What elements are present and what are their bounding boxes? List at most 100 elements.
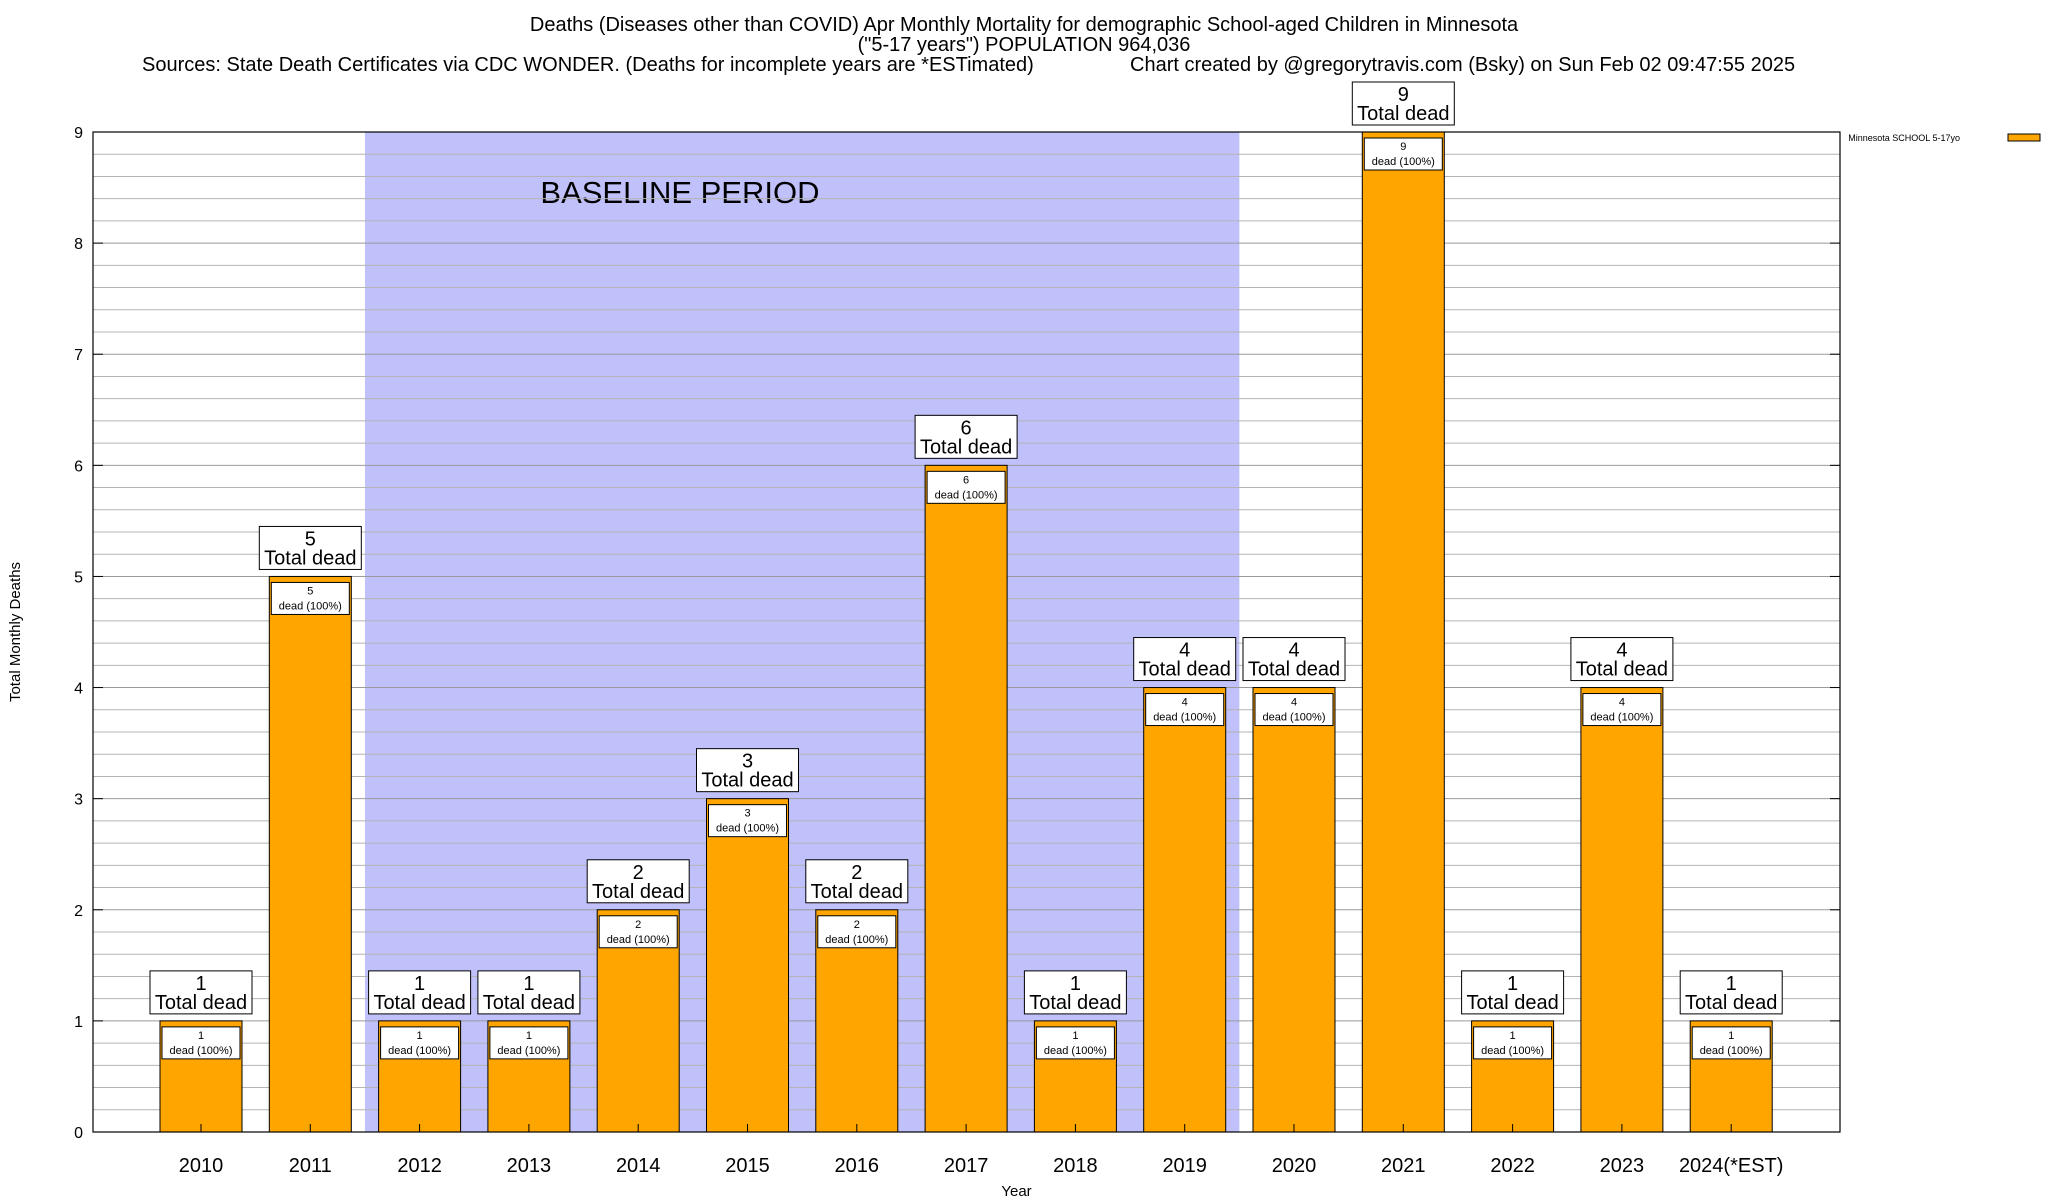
total-text-label: Total dead <box>701 770 793 792</box>
y-axis-label: Total Monthly Deaths <box>7 562 24 702</box>
chart-sources: Sources: State Death Certificates via CD… <box>142 54 1034 76</box>
segment-value-label: 1 <box>1072 1030 1078 1042</box>
x-tick-label: 2014 <box>616 1155 661 1177</box>
total-text-label: Total dead <box>1029 992 1121 1014</box>
x-axis-label: Year <box>1001 1183 1031 1200</box>
segment-label-box <box>1145 693 1225 727</box>
segment-pct-label: dead (100%) <box>716 823 779 835</box>
bar <box>1580 687 1664 1133</box>
segment-value-label: 4 <box>1619 697 1625 709</box>
segment-value-label: 6 <box>963 474 969 486</box>
segment-value-label: 1 <box>198 1030 204 1042</box>
total-label-box <box>1461 970 1565 1015</box>
x-tick-label: 2016 <box>835 1155 880 1177</box>
total-label-box <box>258 525 362 570</box>
bar <box>268 575 352 1133</box>
segment-pct-label: dead (100%) <box>1481 1045 1544 1057</box>
segment-label-box <box>489 1026 569 1060</box>
segment-value-label: 1 <box>1728 1030 1734 1042</box>
segment-label-box <box>161 1026 241 1060</box>
total-value-label: 4 <box>1179 640 1190 662</box>
x-tick-label: 2019 <box>1162 1155 1207 1177</box>
x-tick-label: 2017 <box>944 1155 989 1177</box>
total-value-label: 9 <box>1398 84 1409 106</box>
total-value-label: 6 <box>961 417 972 439</box>
x-tick-label: 2022 <box>1490 1155 1535 1177</box>
y-tick-label: 8 <box>74 236 83 253</box>
segment-label-box <box>1691 1026 1771 1060</box>
segment-value-label: 1 <box>417 1030 423 1042</box>
segment-value-label: 4 <box>1291 697 1297 709</box>
total-label-box <box>1133 637 1237 682</box>
segment-pct-label: dead (100%) <box>170 1045 233 1057</box>
total-value-label: 1 <box>1507 973 1518 995</box>
total-label-box <box>149 970 253 1015</box>
total-value-label: 1 <box>523 973 534 995</box>
total-label-box <box>696 748 799 793</box>
segment-label-box <box>817 915 897 949</box>
x-tick-label: 2024(*EST) <box>1679 1155 1784 1177</box>
total-text-label: Total dead <box>155 992 247 1014</box>
segment-value-label: 9 <box>1400 141 1406 153</box>
y-tick-label: 3 <box>74 792 83 809</box>
segment-label-box <box>598 915 678 949</box>
total-label-box <box>1570 637 1674 682</box>
total-value-label: 4 <box>1616 640 1627 662</box>
total-text-label: Total dead <box>1357 103 1449 125</box>
segment-value-label: 2 <box>854 919 860 931</box>
total-value-label: 2 <box>633 862 644 884</box>
total-value-label: 1 <box>1070 973 1081 995</box>
total-text-label: Total dead <box>373 992 465 1014</box>
chart-credit: Chart created by @gregorytravis.com (Bsk… <box>1130 54 1796 76</box>
segment-value-label: 3 <box>744 808 750 820</box>
total-label-box <box>1679 970 1783 1015</box>
total-value-label: 4 <box>1288 640 1299 662</box>
total-label-box <box>1023 970 1127 1015</box>
segment-value-label: 4 <box>1182 697 1188 709</box>
total-text-label: Total dead <box>1685 992 1777 1014</box>
y-tick-label: 4 <box>74 681 83 698</box>
segment-value-label: 2 <box>635 919 641 931</box>
x-tick-label: 2021 <box>1381 1155 1426 1177</box>
x-tick-label: 2015 <box>725 1155 770 1177</box>
total-label-box <box>586 859 690 904</box>
segment-label-box <box>1035 1026 1115 1060</box>
segment-pct-label: dead (100%) <box>1372 156 1435 168</box>
total-label-box <box>805 859 909 904</box>
total-value-label: 1 <box>414 973 425 995</box>
y-tick-label: 6 <box>74 458 83 475</box>
segment-value-label: 1 <box>1510 1030 1516 1042</box>
y-tick-label: 2 <box>74 903 83 920</box>
bar <box>1143 687 1227 1133</box>
segment-pct-label: dead (100%) <box>607 934 670 946</box>
legend-swatch <box>2007 133 2041 142</box>
x-tick-label: 2018 <box>1053 1155 1098 1177</box>
total-value-label: 3 <box>742 751 753 773</box>
total-text-label: Total dead <box>1248 659 1340 681</box>
bar <box>924 464 1008 1133</box>
bar <box>706 798 789 1133</box>
segment-pct-label: dead (100%) <box>1590 712 1653 724</box>
total-text-label: Total dead <box>1139 659 1231 681</box>
segment-label-box <box>708 804 787 838</box>
total-text-label: Total dead <box>920 436 1012 458</box>
x-tick-label: 2013 <box>507 1155 552 1177</box>
baseline-label: BASELINE PERIOD <box>540 175 819 210</box>
x-tick-label: 2010 <box>179 1155 224 1177</box>
segment-label-box <box>380 1026 460 1060</box>
y-tick-label: 9 <box>74 125 83 142</box>
baseline-band <box>364 132 1240 1132</box>
segment-pct-label: dead (100%) <box>1263 712 1326 724</box>
y-tick-label: 7 <box>74 347 83 364</box>
total-text-label: Total dead <box>483 992 575 1014</box>
plot-frame <box>92 131 1841 1133</box>
total-text-label: Total dead <box>811 881 903 903</box>
total-text-label: Total dead <box>1466 992 1558 1014</box>
segment-pct-label: dead (100%) <box>1700 1045 1763 1057</box>
segment-label-box <box>1473 1026 1553 1060</box>
segment-value-label: 1 <box>526 1030 532 1042</box>
total-label-box <box>1351 81 1455 126</box>
chart-title: Deaths (Diseases other than COVID) Apr M… <box>529 14 1519 36</box>
total-label-box <box>914 414 1018 459</box>
